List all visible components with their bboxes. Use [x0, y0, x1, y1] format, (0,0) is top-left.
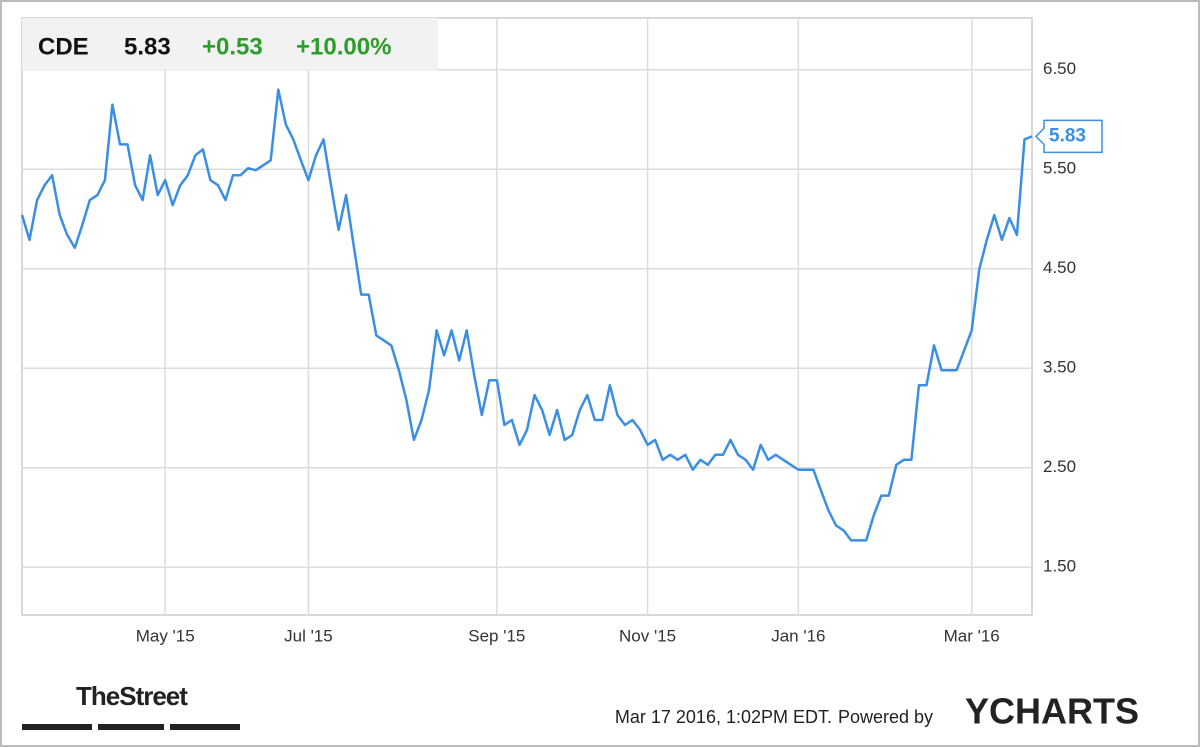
- y-tick-label: 4.50: [1043, 258, 1076, 277]
- source-logo: TheStreet: [76, 681, 188, 711]
- y-tick-label: 3.50: [1043, 358, 1076, 377]
- last-value-callout: [1034, 119, 1103, 154]
- x-tick-label: Nov '15: [619, 626, 676, 645]
- grid: [22, 18, 1032, 615]
- logo-bar: [170, 724, 240, 730]
- x-tick-label: Jan '16: [771, 626, 825, 645]
- y-tick-label: 2.50: [1043, 457, 1076, 476]
- y-tick-label: 5.50: [1043, 159, 1076, 178]
- price: 5.83: [124, 33, 171, 60]
- change: +0.53: [202, 33, 263, 60]
- y-tick-label: 6.50: [1043, 59, 1076, 78]
- brand-logo: YCHARTS: [965, 691, 1139, 732]
- x-tick-label: May '15: [136, 626, 195, 645]
- last-value-label: 5.83: [1049, 125, 1086, 146]
- change-pct: +10.00%: [296, 33, 391, 60]
- x-tick-label: Sep '15: [468, 626, 525, 645]
- logo-bar: [22, 724, 92, 730]
- plot: [20, 88, 1033, 542]
- x-tick-label: Jul '15: [284, 626, 333, 645]
- price-line: [20, 88, 1033, 542]
- logo-bar: [98, 724, 164, 730]
- x-tick-label: Mar '16: [944, 626, 1000, 645]
- header-box: [22, 18, 438, 70]
- timestamp: Mar 17 2016, 1:02PM EDT.: [615, 707, 832, 727]
- powered-by: Powered by: [838, 707, 933, 727]
- ticker: CDE: [38, 33, 89, 60]
- plot-area: [21, 17, 1033, 616]
- y-tick-label: 1.50: [1043, 557, 1076, 576]
